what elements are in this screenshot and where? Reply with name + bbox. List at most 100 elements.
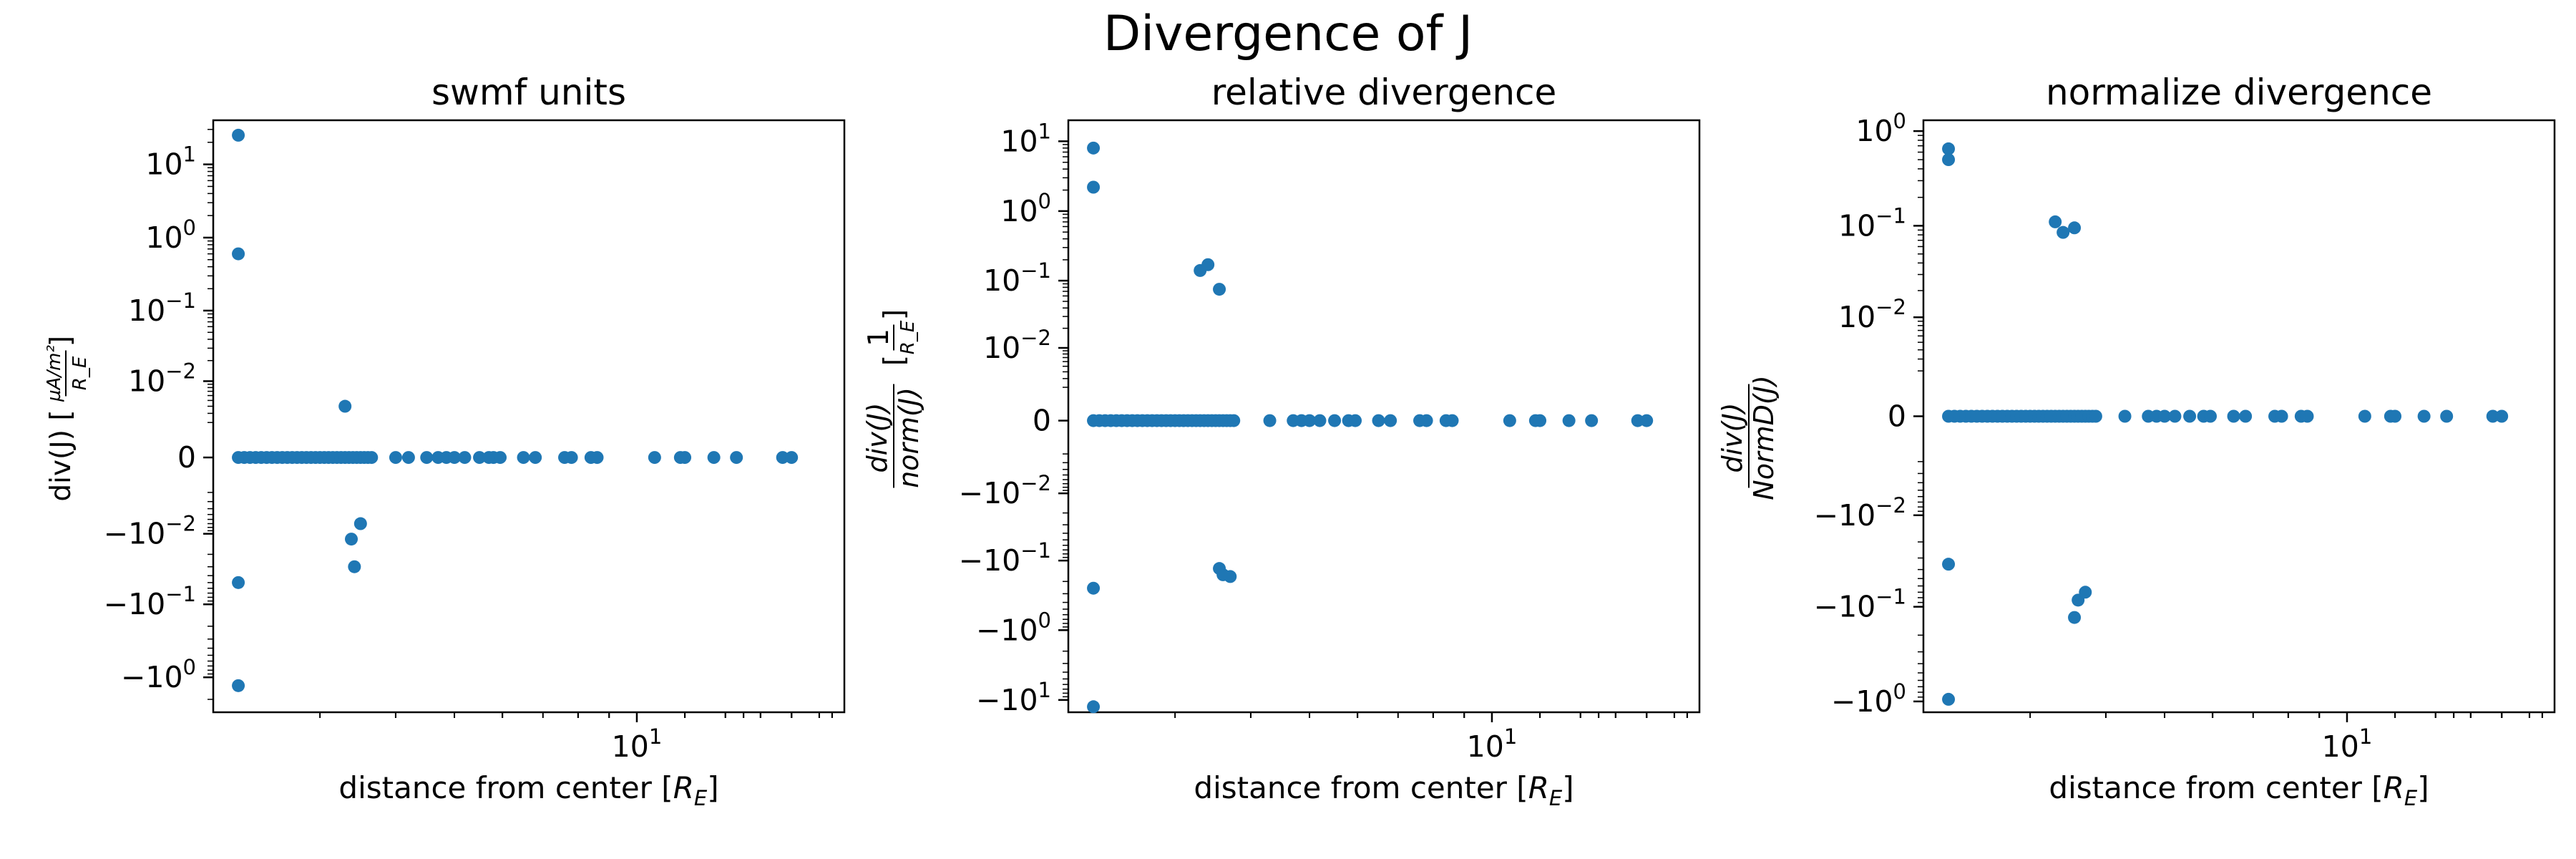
y-tick-label: 101​ <box>1000 119 1051 158</box>
data-point <box>785 451 799 465</box>
data-point <box>2089 409 2102 423</box>
y-tick-label: 0 <box>1888 399 1906 434</box>
data-point <box>232 679 245 692</box>
axes-frame <box>212 119 846 714</box>
data-point <box>232 247 245 261</box>
data-point <box>2158 409 2172 423</box>
y-tick-label: −100​ <box>976 608 1051 647</box>
y-tick-label: −101​ <box>976 678 1051 717</box>
data-point <box>565 451 578 465</box>
data-point <box>730 451 743 465</box>
data-point <box>1942 692 1956 706</box>
data-point <box>1420 414 1433 427</box>
data-point <box>648 451 661 465</box>
data-point <box>1227 414 1241 427</box>
y-tick-label: 10−1​ <box>128 288 196 328</box>
data-point <box>1087 581 1101 595</box>
y-axis-label-bnum: 1 <box>863 329 895 346</box>
data-point <box>517 451 530 465</box>
y-axis-label: div(J) norm(J) [1 R_E] <box>862 309 924 488</box>
data-point <box>1328 414 1342 427</box>
data-point <box>1445 414 1459 427</box>
bracket-close: ] <box>879 309 911 320</box>
data-point <box>1087 180 1101 194</box>
data-point <box>2358 409 2371 423</box>
data-point <box>353 517 367 530</box>
y-tick-label: 10−1​ <box>1838 203 1906 243</box>
data-point <box>2239 409 2253 423</box>
data-point <box>338 399 352 413</box>
data-point <box>2486 409 2499 423</box>
x-tick-label: 101 <box>2322 724 2373 764</box>
data-point <box>1942 142 1956 155</box>
y-tick-label: 10−2​ <box>983 326 1051 365</box>
y-axis-label-num: div(J) <box>1717 402 1748 472</box>
data-point <box>1372 414 1385 427</box>
data-point <box>2275 409 2288 423</box>
data-point <box>458 451 472 465</box>
axes-frame <box>1067 119 1701 714</box>
y-axis-label-den: norm(J) <box>893 387 924 488</box>
data-point <box>1313 414 1327 427</box>
y-axis-label-num: div(J) <box>862 402 893 472</box>
data-point <box>2068 221 2082 235</box>
y-tick-label: 10−2​ <box>1838 295 1906 334</box>
data-point <box>1631 414 1644 427</box>
figure-title: Divergence of J <box>1103 6 1473 62</box>
y-tick-label: 0 <box>177 440 196 475</box>
data-point <box>389 451 402 465</box>
data-point <box>2068 611 2082 624</box>
subplot-title: relative divergence <box>1211 72 1557 113</box>
data-point <box>1384 414 1397 427</box>
data-point <box>590 451 604 465</box>
y-axis-label: div(J) [µA/m² R_E] <box>44 336 91 502</box>
data-point <box>1533 414 1547 427</box>
y-tick-label: −10−2​ <box>104 512 196 551</box>
data-point <box>448 451 462 465</box>
subplot-title: swmf units <box>431 72 626 113</box>
y-tick-label: −10−1​ <box>959 538 1051 578</box>
data-point <box>2183 409 2197 423</box>
subplot-3: normalize divergence 101 100​ 10−1​ 10−2​ 0 −1… <box>1717 72 2556 810</box>
data-point <box>348 560 361 573</box>
x-tick-label: 101 <box>1467 724 1518 764</box>
subplot-2: relative divergence 101 101​ 100​ 10−1​ 10−2​… <box>862 72 1701 810</box>
data-point <box>2204 409 2218 423</box>
data-point <box>2301 409 2314 423</box>
data-point <box>2440 409 2454 423</box>
y-axis-label-close: ] <box>45 336 77 346</box>
data-point <box>365 451 379 465</box>
data-point <box>2389 409 2402 423</box>
data-point <box>1503 414 1516 427</box>
y-axis-label-main: div(J) [ <box>45 409 77 501</box>
y-tick-label: −100​ <box>121 655 196 694</box>
data-point <box>2227 409 2240 423</box>
y-tick-label: 100​ <box>1855 109 1906 148</box>
y-tick-label: 10−1​ <box>983 258 1051 298</box>
y-tick-label: 0 <box>1033 404 1051 438</box>
data-point <box>1224 570 1237 583</box>
data-point <box>1585 414 1599 427</box>
x-tick-label: 101 <box>612 724 663 764</box>
data-point <box>1942 153 1956 167</box>
subplot-1: swmf units 101 101​ 100​ 10−1​ 10−2​ 0 −10−2​ −1… <box>44 72 846 810</box>
data-point <box>529 451 542 465</box>
data-point <box>2079 586 2092 599</box>
data-point <box>1942 558 1956 571</box>
bracket-open: [ <box>879 355 911 366</box>
data-point <box>1087 700 1101 714</box>
data-point <box>494 451 507 465</box>
data-point <box>1640 414 1654 427</box>
data-point <box>2118 409 2132 423</box>
data-point <box>2417 409 2431 423</box>
data-point <box>2495 409 2509 423</box>
data-point <box>232 576 245 589</box>
axes-frame <box>1922 119 2556 714</box>
data-point <box>345 533 358 546</box>
data-point <box>1349 414 1362 427</box>
y-axis-label-bden: R_E <box>897 320 919 354</box>
data-point <box>1213 283 1226 296</box>
y-tick-label: 10−2​ <box>128 359 196 398</box>
data-point <box>2049 215 2062 228</box>
